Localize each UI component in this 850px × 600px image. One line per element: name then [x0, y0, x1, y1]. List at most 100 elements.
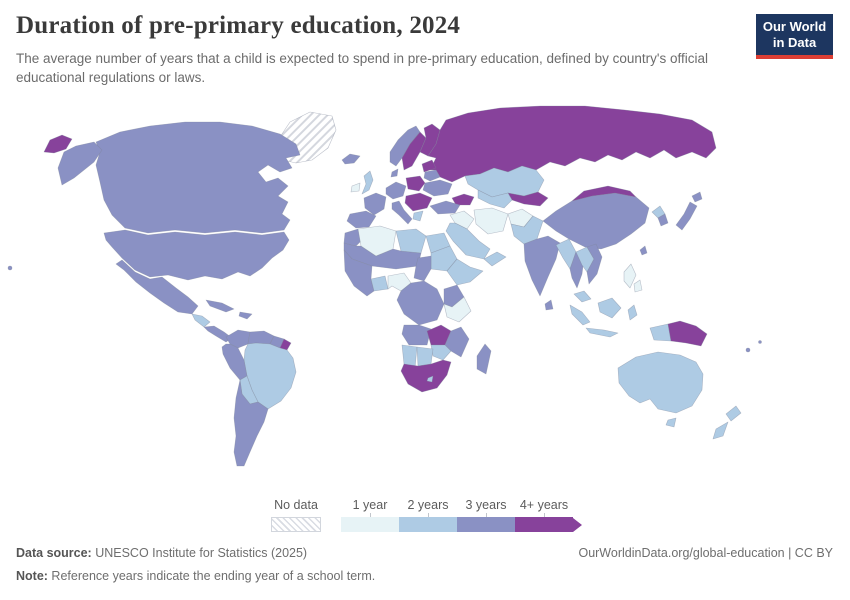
map-region-japan[interactable]: [675, 191, 703, 231]
map-region-turkey[interactable]: [429, 200, 461, 215]
map-region-yemen-oman[interactable]: [483, 251, 507, 267]
map-region-pakistan[interactable]: [510, 215, 544, 245]
legend-bin-swatch[interactable]: [457, 517, 515, 532]
legend-bin[interactable]: 1 year: [341, 498, 399, 532]
map-region-cuba[interactable]: [205, 299, 235, 313]
map-region-greece[interactable]: [412, 210, 424, 222]
legend-bin-label: 1 year: [352, 498, 388, 512]
map-region-iran[interactable]: [473, 207, 509, 235]
legend-bin-label: 3 years: [465, 498, 507, 512]
chart-header: Duration of pre-primary education, 2024 …: [16, 12, 740, 87]
map-region-poland[interactable]: [405, 175, 426, 192]
map-region-uzbekistan-kyrgyzstan[interactable]: [507, 191, 549, 207]
map-region-pacific-island[interactable]: [758, 340, 762, 344]
map-region-russia-chukotka[interactable]: [43, 134, 73, 154]
map-region-fiji[interactable]: [745, 347, 751, 353]
legend-bar: 1 year 2 years 3 years 4+ years: [341, 498, 582, 532]
map-region-pacific-island-2[interactable]: [7, 265, 13, 271]
map-region-ireland[interactable]: [350, 182, 361, 193]
map-region-botswana[interactable]: [416, 346, 434, 367]
map-region-south-africa[interactable]: [400, 359, 452, 393]
legend-bin[interactable]: 4+ years: [515, 498, 573, 532]
map-region-drc-central-africa[interactable]: [396, 280, 445, 326]
map-region-finland[interactable]: [419, 123, 441, 157]
map-region-italy[interactable]: [391, 200, 413, 225]
legend-bins: 1 year 2 years 3 years 4+ years: [341, 498, 573, 532]
data-source-line: Data source: UNESCO Institute for Statis…: [16, 545, 307, 561]
legend-bin[interactable]: 3 years: [457, 498, 515, 532]
owid-logo[interactable]: Our World in Data: [756, 14, 833, 59]
map-region-denmark[interactable]: [390, 168, 399, 178]
owid-logo-line1: Our World: [762, 19, 827, 34]
chart-footer: Data source: UNESCO Institute for Statis…: [16, 545, 833, 585]
legend-bin-label: 2 years: [407, 498, 449, 512]
map-region-ukraine[interactable]: [422, 179, 453, 197]
map-region-tasmania[interactable]: [665, 417, 677, 428]
legend-no-data-swatch[interactable]: [271, 517, 321, 532]
map-region-malaysia[interactable]: [573, 290, 592, 303]
map-region-zimbabwe[interactable]: [430, 344, 452, 361]
legend-tick: [427, 513, 429, 517]
map-region-algeria[interactable]: [357, 225, 397, 257]
map-region-australia[interactable]: [617, 351, 704, 414]
map-region-saudi-arabia[interactable]: [445, 222, 491, 260]
map-region-venezuela[interactable]: [247, 330, 275, 345]
legend-bin-swatch[interactable]: [341, 517, 399, 532]
map-region-philippines[interactable]: [623, 263, 643, 293]
note-text: Reference years indicate the ending year…: [47, 569, 376, 584]
map-region-angola[interactable]: [401, 324, 432, 346]
map-region-turkmenistan[interactable]: [477, 189, 513, 209]
legend-bin-label: 4+ years: [519, 498, 569, 512]
map-region-madagascar[interactable]: [476, 343, 492, 375]
map-region-ghana-cote-divoire[interactable]: [370, 275, 389, 292]
map-region-alaska[interactable]: [57, 141, 103, 186]
data-source-label: Data source:: [16, 546, 92, 560]
data-source-text: UNESCO Institute for Statistics (2025): [91, 546, 308, 560]
map-region-libya[interactable]: [395, 228, 427, 254]
legend-no-data-label: No data: [274, 498, 318, 512]
legend-tick: [369, 513, 371, 517]
map-region-lesotho[interactable]: [426, 375, 434, 383]
map-region-argentina-chile[interactable]: [233, 379, 269, 467]
map-region-guatemala[interactable]: [191, 313, 211, 328]
chart-title: Duration of pre-primary education, 2024: [16, 12, 461, 39]
map-region-papua-new-guinea[interactable]: [667, 320, 708, 347]
map-region-spain-portugal[interactable]: [346, 210, 377, 229]
map-region-russia[interactable]: [427, 105, 717, 183]
note-label: Note:: [16, 569, 48, 584]
map-region-canada[interactable]: [95, 121, 301, 234]
map-region-mongolia[interactable]: [571, 185, 637, 202]
map-region-hispaniola[interactable]: [238, 311, 253, 320]
map-region-taiwan[interactable]: [639, 245, 648, 256]
map-region-united-kingdom[interactable]: [361, 170, 374, 195]
map-region-france[interactable]: [363, 192, 387, 216]
map-region-iceland[interactable]: [341, 153, 361, 165]
map-region-vietnam[interactable]: [586, 243, 603, 285]
legend-no-data[interactable]: No data: [271, 498, 321, 532]
legend-bin-swatch[interactable]: [515, 517, 573, 532]
map-region-belarus[interactable]: [423, 169, 441, 182]
map-region-new-zealand[interactable]: [712, 405, 742, 440]
legend-bin-swatch[interactable]: [399, 517, 457, 532]
map-region-united-states[interactable]: [103, 229, 290, 281]
legend-tick: [485, 513, 487, 517]
map-region-china[interactable]: [542, 192, 650, 250]
map-region-sri-lanka[interactable]: [544, 299, 554, 311]
owid-logo-line2: in Data: [772, 34, 817, 50]
map-region-baltic-states[interactable]: [421, 159, 437, 173]
chart-subtitle: The average number of years that a child…: [16, 51, 708, 86]
map-region-tanzania[interactable]: [443, 296, 472, 323]
map-region-romania-balkans[interactable]: [404, 192, 433, 212]
map-region-ecuador-peru[interactable]: [221, 343, 248, 381]
legend-tick: [543, 513, 545, 517]
map-region-indonesia[interactable]: [569, 297, 672, 342]
map-region-iraq-syria[interactable]: [449, 210, 475, 230]
legend-bin[interactable]: 2 years: [399, 498, 457, 532]
owid-link[interactable]: OurWorldinData.org/global-education | CC…: [578, 546, 833, 560]
map-region-south-korea[interactable]: [657, 213, 669, 227]
legend-arrow-cap: [573, 518, 582, 532]
map-region-germany[interactable]: [385, 181, 407, 200]
map-region-india[interactable]: [523, 235, 561, 297]
